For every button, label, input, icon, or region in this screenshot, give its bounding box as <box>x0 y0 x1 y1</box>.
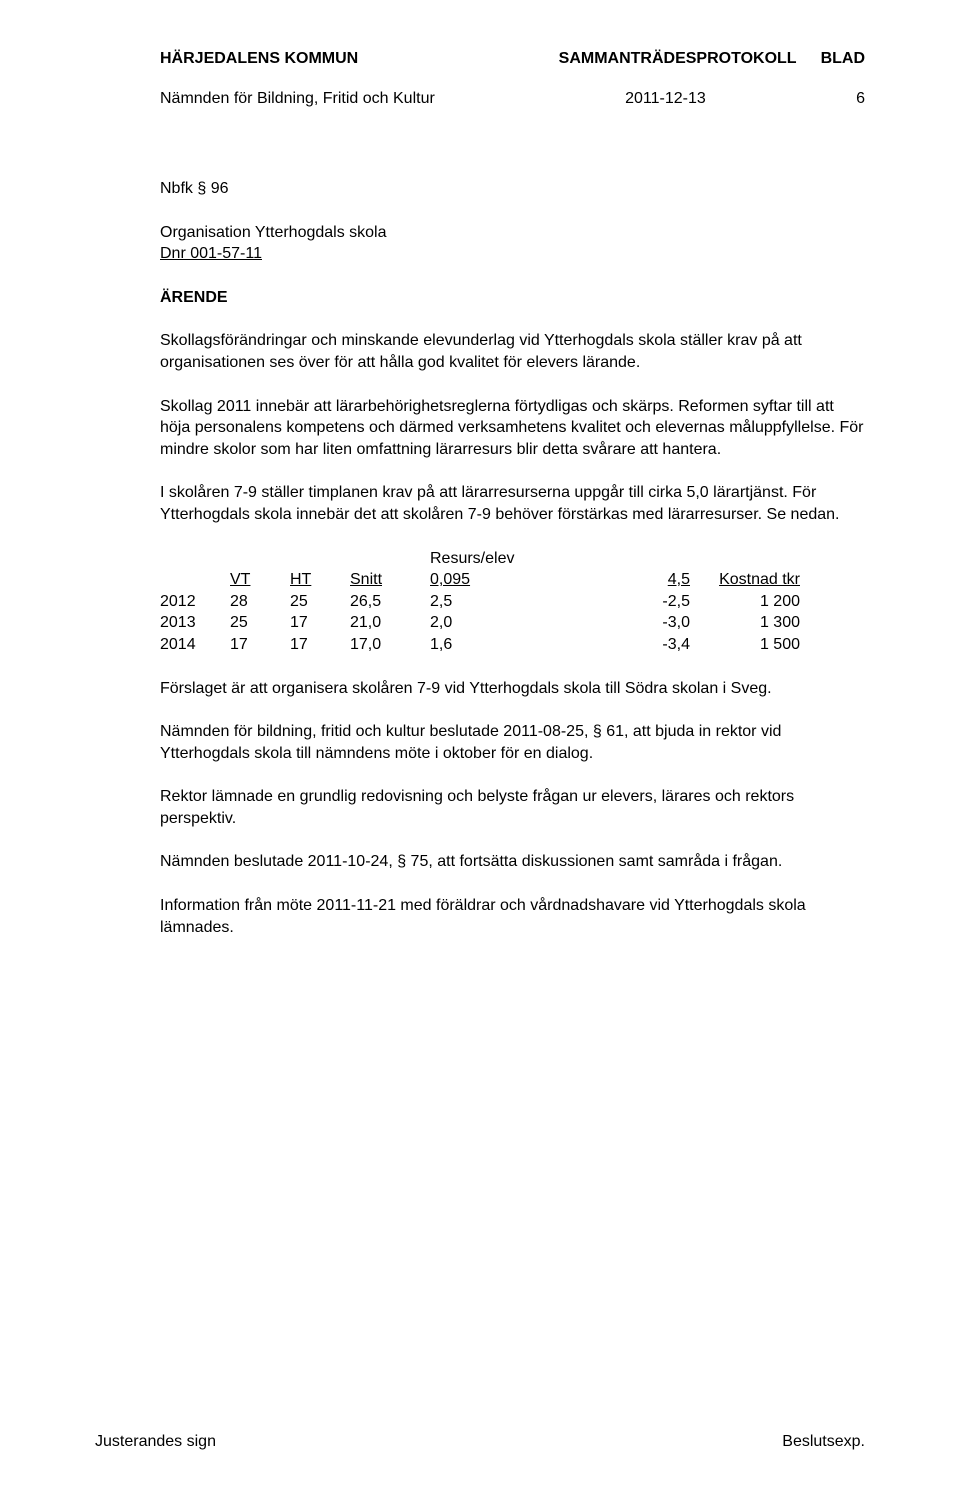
footer-right: Beslutsexp. <box>782 1433 865 1451</box>
table-cell: 2,5 <box>430 591 610 613</box>
col-45-head: 4,5 <box>610 569 690 591</box>
table-cell: 17 <box>290 634 350 656</box>
table-cell: 1 200 <box>690 591 800 613</box>
table-spacer <box>230 548 290 570</box>
footer-left: Justerandes sign <box>95 1433 216 1451</box>
table-spacer <box>610 548 690 570</box>
paragraph-2: Skollag 2011 innebär att lärarbehörighet… <box>160 396 865 461</box>
header-right-group: SAMMANTRÄDESPROTOKOLL BLAD <box>559 50 865 68</box>
table-cell: 2,0 <box>430 612 610 634</box>
paragraph-7: Nämnden beslutade 2011-10-24, § 75, att … <box>160 851 865 873</box>
table-cell: 26,5 <box>350 591 430 613</box>
page-number: 6 <box>856 90 865 108</box>
table-cell: -3,4 <box>610 634 690 656</box>
paragraph-5: Nämnden för bildning, fritid och kultur … <box>160 721 865 764</box>
table-spacer <box>160 548 230 570</box>
col-year-head <box>160 569 230 591</box>
col-snitt-head: Snitt <box>350 569 430 591</box>
col-kostnad-head: Kostnad tkr <box>690 569 800 591</box>
table-cell: 17 <box>230 634 290 656</box>
paragraph-6: Rektor lämnade en grundlig redovisning o… <box>160 786 865 829</box>
body: Nbfk § 96 Organisation Ytterhogdals skol… <box>160 178 865 938</box>
table-cell: 2014 <box>160 634 230 656</box>
header-left: HÄRJEDALENS KOMMUN <box>160 50 358 68</box>
table-cell: 25 <box>290 591 350 613</box>
table-cell: 2013 <box>160 612 230 634</box>
page: HÄRJEDALENS KOMMUN SAMMANTRÄDESPROTOKOLL… <box>0 0 960 1491</box>
doc-subheader: Nämnden för Bildning, Fritid och Kultur … <box>160 90 865 108</box>
table-spacer <box>690 548 800 570</box>
doc-header: HÄRJEDALENS KOMMUN SAMMANTRÄDESPROTOKOLL… <box>160 50 865 68</box>
table-caption: Resurs/elev <box>430 548 610 570</box>
table-cell: 1,6 <box>430 634 610 656</box>
paragraph-1: Skollagsförändringar och minskande elevu… <box>160 330 865 373</box>
table-cell: 21,0 <box>350 612 430 634</box>
table-cell: -2,5 <box>610 591 690 613</box>
col-ht-head: HT <box>290 569 350 591</box>
table-cell: 17 <box>290 612 350 634</box>
item-title: Organisation Ytterhogdals skola <box>160 222 865 244</box>
committee-name: Nämnden för Bildning, Fritid och Kultur <box>160 90 435 108</box>
table-spacer <box>290 548 350 570</box>
arende-heading: ÄRENDE <box>160 287 865 309</box>
table-cell: 1 300 <box>690 612 800 634</box>
paragraph-3: I skolåren 7-9 ställer timplanen krav på… <box>160 482 865 525</box>
header-center: SAMMANTRÄDESPROTOKOLL <box>559 50 797 68</box>
table-cell: 28 <box>230 591 290 613</box>
header-blad: BLAD <box>821 50 865 68</box>
table-cell: 2012 <box>160 591 230 613</box>
table-cell: -3,0 <box>610 612 690 634</box>
diary-number: Dnr 001-57-11 <box>160 243 865 265</box>
table-cell: 25 <box>230 612 290 634</box>
section-number: Nbfk § 96 <box>160 178 865 200</box>
table-cell: 1 500 <box>690 634 800 656</box>
meeting-date: 2011-12-13 <box>625 90 706 108</box>
paragraph-4: Förslaget är att organisera skolåren 7-9… <box>160 678 865 700</box>
table-spacer <box>350 548 430 570</box>
col-vt-head: VT <box>230 569 290 591</box>
page-footer: Justerandes sign Beslutsexp. <box>95 1433 865 1451</box>
paragraph-8: Information från möte 2011-11-21 med för… <box>160 895 865 938</box>
table-cell: 17,0 <box>350 634 430 656</box>
col-resurs-head: 0,095 <box>430 569 610 591</box>
resource-table: Resurs/elev VT HT Snitt 0,095 4,5 Kostna… <box>160 548 865 656</box>
